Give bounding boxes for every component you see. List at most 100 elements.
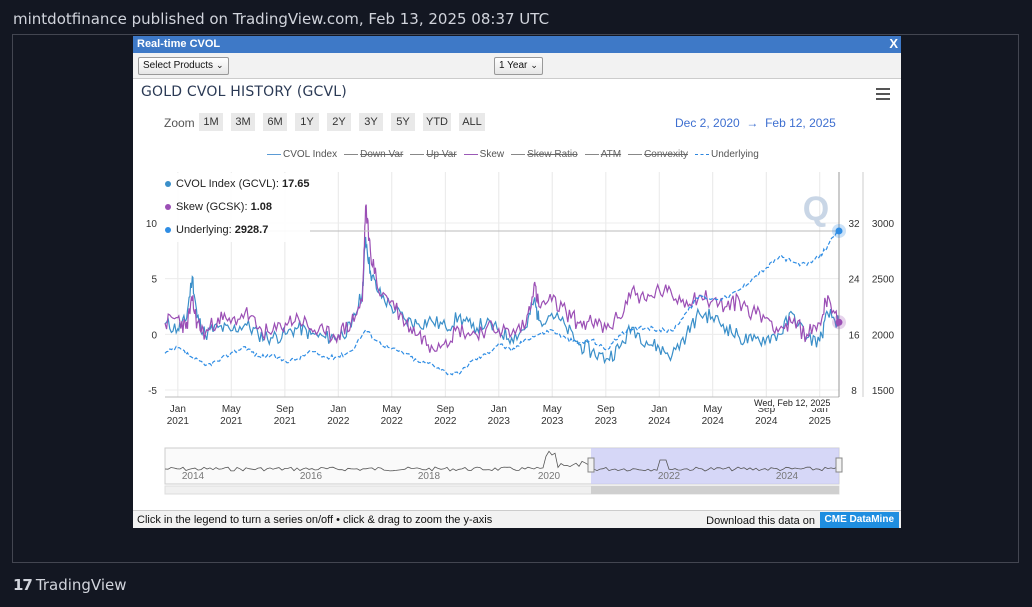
zoom-button-1y[interactable]: 1Y [295, 113, 319, 131]
date-from[interactable]: Dec 2, 2020 [675, 116, 740, 130]
x-tick-label-year: 2021 [167, 416, 190, 427]
x-tick-label-year: 2024 [755, 416, 778, 427]
zoom-button-2y[interactable]: 2Y [327, 113, 351, 131]
menu-icon[interactable] [876, 88, 890, 100]
zoom-button-1m[interactable]: 1M [199, 113, 223, 131]
tradingview-logo-mark: 17 [13, 576, 33, 594]
x-tick-label-month: May [543, 404, 562, 415]
legend-label: Up Var [426, 149, 457, 160]
cvol-widget: Real-time CVOL X Select Products ⌄ 1 Year… [133, 36, 901, 528]
x-tick-label-month: Sep [757, 404, 775, 415]
legend-item-atm[interactable]: ATM [584, 149, 622, 160]
chart-tooltip: CVOL Index (GCVL): 17.65 Skew (GCSK): 1.… [165, 173, 310, 242]
chart-area[interactable]: QJan2021May2021Sep2021Jan2022May2022Sep2… [133, 36, 901, 510]
y-tick-label-cvol: 8 [851, 386, 857, 397]
close-icon[interactable]: X [889, 36, 898, 51]
y-tick-label-skew: 10 [146, 219, 158, 230]
tooltip-cvol-row: CVOL Index (GCVL): 17.65 [165, 173, 310, 196]
legend-item-underlying[interactable]: Underlying [694, 149, 759, 160]
x-tick-label-year: 2022 [327, 416, 350, 427]
x-tick-label-year: 2024 [648, 416, 671, 427]
navigator-label: 2018 [418, 471, 441, 482]
tradingview-logo[interactable]: 17 TradingView [13, 576, 127, 594]
period-dropdown[interactable]: 1 Year ⌄ [494, 57, 543, 75]
chevron-down-icon: ⌄ [530, 60, 538, 70]
legend-item-skew-ratio[interactable]: Skew Ratio [511, 149, 578, 160]
x-tick-label-month: May [382, 404, 401, 415]
tooltip-underlying-label: Underlying: [176, 224, 232, 236]
cvol-dot-icon [165, 181, 171, 188]
y-tick-label-skew: -5 [148, 386, 157, 397]
tooltip-underlying-row: Underlying: 2928.7 [165, 219, 310, 242]
zoom-button-3y[interactable]: 3Y [359, 113, 383, 131]
zoom-button-ytd[interactable]: YTD [423, 113, 451, 131]
x-tick-label-year: 2023 [541, 416, 564, 427]
x-tick-label-month: May [222, 404, 241, 415]
date-range[interactable]: Dec 2, 2020 → Feb 12, 2025 [675, 116, 836, 130]
navigator-handle[interactable] [835, 457, 843, 473]
tooltip-skew-value: 1.08 [250, 201, 272, 213]
legend-label: ATM [600, 149, 622, 160]
x-tick-label-month: Jan [170, 404, 186, 415]
zoom-button-6m[interactable]: 6M [263, 113, 287, 131]
series-line-underlying [164, 230, 840, 376]
x-tick-label-month: Sep [597, 404, 615, 415]
navigator-label: 2016 [300, 471, 323, 482]
legend-label: CVOL Index [283, 149, 338, 160]
zoom-button-all[interactable]: ALL [459, 113, 485, 131]
y-tick-label-skew: 0 [151, 330, 157, 341]
zoom-button-3m[interactable]: 3M [231, 113, 255, 131]
tradingview-logo-text: TradingView [35, 576, 127, 594]
legend-line-icon [344, 153, 359, 155]
cme-datamine-button[interactable]: CME DataMine [819, 512, 899, 528]
scrollbar-thumb[interactable] [591, 486, 839, 494]
widget-titlebar: Real-time CVOL X [133, 36, 901, 53]
x-tick-label-month: Sep [276, 404, 294, 415]
navigator-series-line [164, 450, 838, 472]
navigator-label: 2020 [538, 471, 561, 482]
y-tick-label-underlying: 2000 [872, 330, 895, 341]
navigator-handle[interactable] [587, 457, 595, 473]
legend-line-icon [267, 153, 281, 155]
y-tick-label-cvol: 24 [848, 275, 860, 286]
x-tick-label-year: 2023 [595, 416, 618, 427]
download-label: Download this data on [706, 515, 815, 527]
date-to[interactable]: Feb 12, 2025 [765, 116, 836, 130]
widget-footer: Click in the legend to turn a series on/… [133, 510, 901, 528]
legend-item-cvol-index[interactable]: CVOL Index [267, 149, 337, 160]
x-tick-label-year: 2021 [220, 416, 243, 427]
legend-item-convexity[interactable]: Convexity [628, 149, 688, 160]
underlying-dot-icon [165, 227, 171, 234]
crosshair-date-label: Wed, Feb 12, 2025 [754, 398, 831, 408]
legend-label: Skew Ratio [527, 149, 578, 160]
x-tick-label-year: 2022 [434, 416, 457, 427]
legend-item-up-var[interactable]: Up Var [410, 149, 457, 160]
legend-item-down-var[interactable]: Down Var [344, 149, 403, 160]
widget-toolbar: Select Products ⌄ 1 Year ⌄ [133, 53, 901, 79]
tooltip-cvol-value: 17.65 [281, 178, 310, 190]
zoom-button-5y[interactable]: 5Y [391, 113, 415, 131]
chevron-down-icon: ⌄ [216, 60, 224, 70]
x-tick-label-year: 2023 [488, 416, 511, 427]
legend-line-icon [463, 153, 478, 155]
x-tick-label-month: Sep [436, 404, 454, 415]
legend-item-skew[interactable]: Skew [463, 149, 504, 160]
tooltip-cvol-label: CVOL Index (GCVL): [176, 178, 279, 190]
legend-line-icon [584, 153, 599, 155]
x-tick-label-year: 2022 [381, 416, 404, 427]
x-tick-label-month: May [703, 404, 722, 415]
navigator-label: 2014 [182, 471, 205, 482]
navigator-selection [591, 448, 839, 484]
widget-title: Real-time CVOL [137, 38, 221, 50]
select-products-dropdown[interactable]: Select Products ⌄ [138, 57, 229, 75]
navigator-label: 2024 [776, 471, 799, 482]
y-tick-label-cvol: 32 [848, 219, 860, 230]
legend-line-icon [410, 153, 425, 155]
legend-label: Underlying [710, 149, 759, 160]
y-tick-label-underlying: 3000 [872, 219, 895, 230]
tooltip-skew-label: Skew (GCSK): [176, 201, 248, 213]
tooltip-underlying-value: 2928.7 [234, 224, 269, 236]
navigator-label: 2022 [658, 471, 681, 482]
skew-dot-icon [165, 204, 171, 211]
publish-header: mintdotfinance published on TradingView.… [13, 10, 550, 28]
